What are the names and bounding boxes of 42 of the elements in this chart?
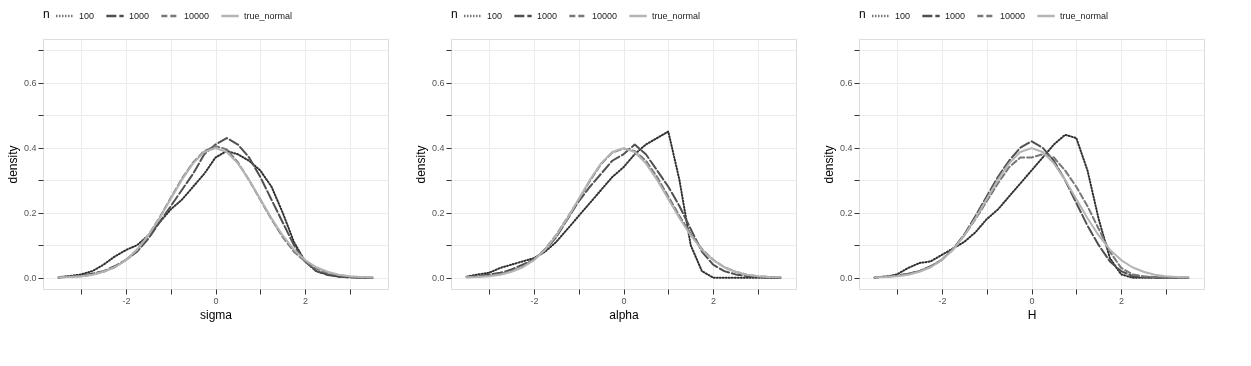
- x-axis-title: H: [1027, 307, 1037, 322]
- y-axis-title: density: [413, 145, 428, 184]
- legend-title: n: [859, 7, 866, 21]
- y-tick-label: 0.4: [839, 143, 853, 154]
- y-tick-label: 0.6: [431, 78, 445, 89]
- y-tick-label: 0.2: [23, 208, 37, 219]
- legend-label: 10000: [1000, 11, 1026, 21]
- x-tick-label: 2: [1119, 295, 1125, 306]
- legend-label: true_normal: [244, 11, 293, 21]
- x-tick-label: 2: [303, 295, 309, 306]
- legend-label: 10000: [592, 11, 618, 21]
- y-tick-label: 0.6: [839, 78, 853, 89]
- y-tick-label: 0.2: [839, 208, 853, 219]
- legend-label: true_normal: [652, 11, 701, 21]
- y-axis-title: density: [821, 145, 836, 184]
- legend-title: n: [451, 7, 458, 21]
- y-tick-label: 0.0: [839, 273, 853, 284]
- y-axis-title: density: [5, 145, 20, 184]
- legend-label: 100: [487, 11, 503, 21]
- x-tick-label: 0: [213, 295, 219, 306]
- x-tick-label: -2: [530, 295, 539, 306]
- x-tick-label: 0: [1029, 295, 1035, 306]
- x-axis-title: alpha: [609, 307, 639, 322]
- x-axis-title: sigma: [199, 307, 233, 322]
- y-tick-label: 0.6: [23, 78, 37, 89]
- y-tick-label: 0.0: [23, 273, 37, 284]
- legend-label: true_normal: [1060, 11, 1109, 21]
- legend-label: 1000: [945, 11, 966, 21]
- x-tick-label: -2: [122, 295, 131, 306]
- legend-label: 1000: [537, 11, 558, 21]
- x-tick-label: 0: [621, 295, 627, 306]
- y-tick-label: 0.4: [431, 143, 445, 154]
- y-tick-label: 0.4: [23, 143, 37, 154]
- legend-label: 100: [79, 11, 95, 21]
- legend-title: n: [43, 7, 50, 21]
- y-tick-label: 0.0: [431, 273, 445, 284]
- x-tick-label: -2: [938, 295, 947, 306]
- legend-label: 1000: [129, 11, 150, 21]
- x-tick-label: 2: [711, 295, 717, 306]
- y-tick-label: 0.2: [431, 208, 445, 219]
- legend-label: 100: [895, 11, 911, 21]
- legend-label: 10000: [184, 11, 210, 21]
